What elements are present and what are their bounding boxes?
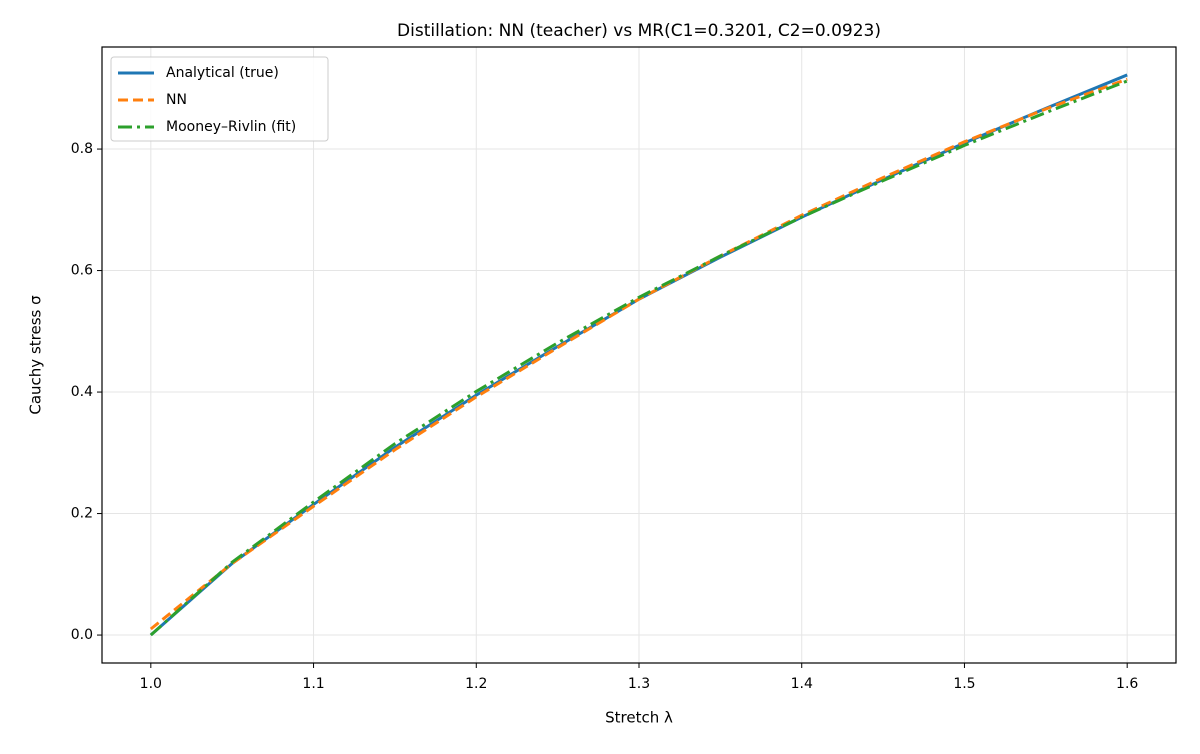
y-tick-label: 0.8 [71,141,93,157]
chart-title: Distillation: NN (teacher) vs MR(C1=0.32… [397,21,881,41]
x-tick-label: 1.2 [465,676,487,692]
series-line [149,79,1128,637]
series-line [149,77,1128,631]
x-tick-label: 1.6 [1116,676,1138,692]
y-tick-label: 0.2 [71,506,93,522]
y-tick-label: 0.0 [71,627,93,643]
x-tick-label: 1.4 [791,676,813,692]
x-tick-label: 1.5 [953,676,975,692]
y-axis-label: Cauchy stress σ [27,295,45,415]
legend-label: Mooney–Rivlin (fit) [166,119,296,135]
x-tick-label: 1.3 [628,676,650,692]
legend-label: NN [166,92,187,108]
x-tick-label: 1.0 [140,676,162,692]
x-axis-label: Stretch λ [605,709,673,727]
y-tick-label: 0.4 [71,384,93,400]
legend-box [110,56,329,142]
legend-label: Analytical (true) [166,65,279,81]
y-tick-label: 0.6 [71,263,93,279]
plot-frame [101,46,1177,664]
x-tick-label: 1.1 [302,676,324,692]
